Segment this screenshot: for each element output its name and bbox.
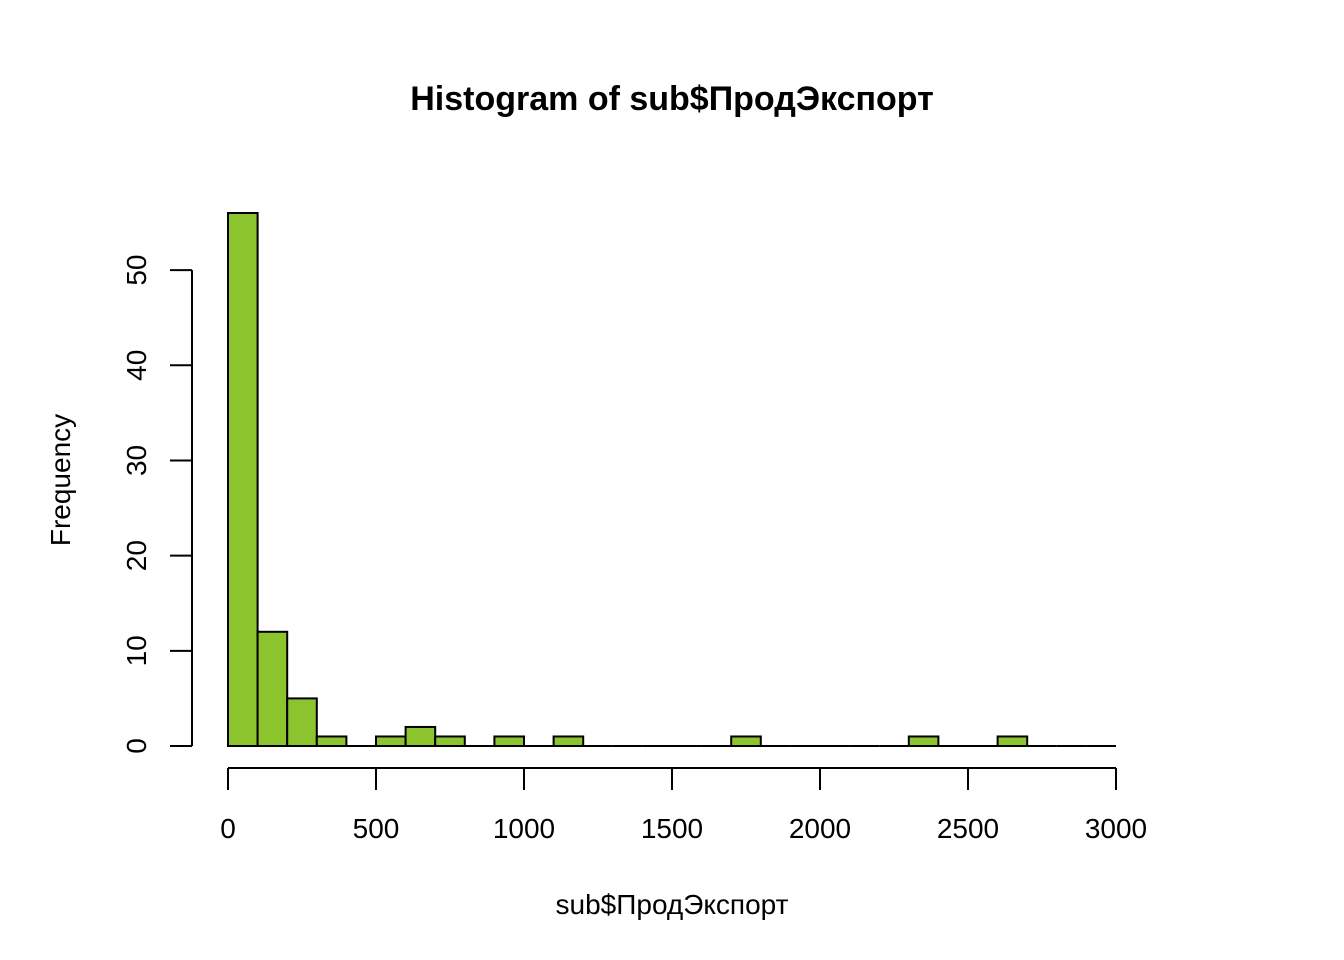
chart-title: Histogram of sub$ПродЭкспорт xyxy=(410,80,934,118)
histogram-bar xyxy=(996,735,1029,747)
histogram-bar xyxy=(552,735,585,747)
histogram-bar xyxy=(375,735,407,747)
x-tick-label: 2000 xyxy=(789,813,851,844)
y-tick-label: 20 xyxy=(121,540,152,571)
x-tick-label: 2500 xyxy=(937,813,999,844)
y-axis: 0 10 20 30 40 50 xyxy=(121,255,193,754)
histogram-bar xyxy=(907,735,940,747)
x-tick-label: 1500 xyxy=(641,813,703,844)
y-tick-label: 10 xyxy=(121,635,152,666)
x-axis-label: sub$ПродЭкспорт xyxy=(556,889,789,920)
x-tick-label: 1000 xyxy=(493,813,555,844)
histogram-bar xyxy=(227,212,259,747)
histogram-bar xyxy=(404,725,437,748)
y-tick-label: 40 xyxy=(121,350,152,381)
histogram-bar xyxy=(256,630,289,747)
y-axis-label: Frequency xyxy=(45,414,76,546)
histogram-bar xyxy=(315,735,348,747)
bars-group xyxy=(227,212,1116,748)
y-tick-label: 50 xyxy=(121,255,152,286)
x-tick-label: 3000 xyxy=(1085,813,1147,844)
histogram-bar xyxy=(493,735,525,747)
x-axis: 0 500 1000 1500 2000 2500 3000 xyxy=(220,767,1147,844)
x-tick-label: 0 xyxy=(220,813,236,844)
histogram-bar xyxy=(286,697,318,747)
x-tick-label: 500 xyxy=(353,813,400,844)
histogram-bar xyxy=(434,735,466,747)
y-tick-label: 30 xyxy=(121,445,152,476)
y-tick-label: 0 xyxy=(121,738,152,754)
histogram-bar xyxy=(730,735,762,747)
